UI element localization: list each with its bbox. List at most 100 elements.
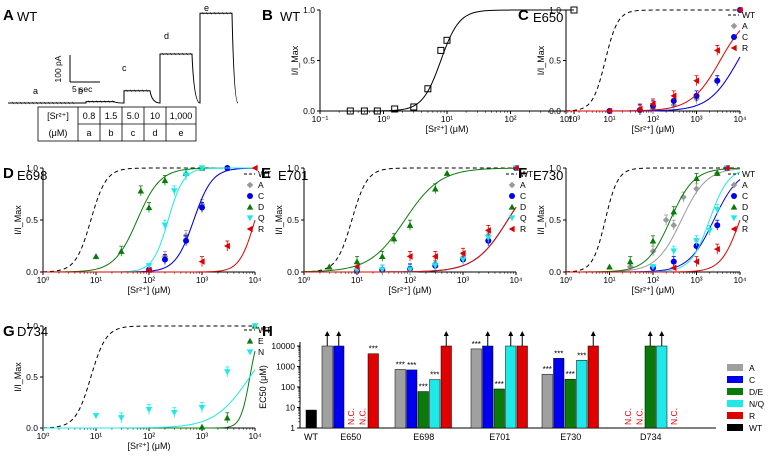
significance-label: *** [430,371,439,380]
data-point [670,92,677,100]
panel-label: WT [280,9,300,24]
legend-entry: WT [244,325,271,335]
bar-e650-c [333,331,345,429]
trace-noise [137,89,141,93]
legend-entry: Q [730,213,749,223]
data-point [606,107,613,115]
arrow-head [519,331,525,336]
legend-label: WT [742,10,755,20]
y-tick-label: 10 [286,403,296,413]
legend-entry: D [508,202,526,212]
data-point [443,169,451,176]
data-point [406,253,413,260]
data-point [713,206,721,213]
scale-bar-time-label: 5 sec [72,84,93,94]
y-tick-label: 0.0 [26,267,38,277]
x-tick-label: 10¹ [603,114,615,124]
group-label: E701 [489,432,510,442]
legend-entry: C [727,375,755,385]
data-point [693,175,700,182]
series-C [43,165,256,273]
legend-label: WT [258,325,271,335]
legend-entry: C [247,191,264,201]
legend-marker [246,225,253,233]
legend-entry: N/Q [727,399,765,409]
legend-entry: WT [506,169,533,179]
segment-label: a [33,86,38,96]
x-tick-label: 10² [647,275,659,285]
data-point [662,216,670,224]
legend-entry: C [731,191,748,201]
y-tick-label: 0.0 [303,106,315,116]
fit-curve [43,167,255,273]
data-point [670,248,678,255]
panel-b: 10⁻¹ 10⁰ 10¹ 10² 10³ 0.0 0.5 1.0 [Sr²⁺] (μM) I/I_… [262,5,580,134]
data-point [198,423,206,430]
series-D [43,164,255,273]
data-point [182,172,190,179]
trace-noise [59,101,63,105]
data-point [346,107,354,115]
panel-label: D734 [17,324,48,339]
table-concentration: 10 [150,111,160,121]
bar-e730-r [587,331,599,429]
data-point [92,413,100,420]
data-point [459,256,467,263]
data-point [161,222,169,229]
data-point [145,266,152,274]
bar-e730-nq: *** [576,351,588,429]
bar-d734-de [644,331,656,429]
trace-noise [133,89,137,93]
legend-entry: R [246,224,264,234]
data-point [145,263,153,270]
data-point [145,407,153,413]
x-tick-label: 10² [404,275,416,285]
legend-label: A [742,21,748,31]
data-point [199,204,205,211]
legend-entry: D [246,202,264,212]
legend-entry: WT [727,423,762,433]
data-point [360,107,368,115]
legend-label: D [258,202,264,212]
data-point [670,221,678,229]
y-tick-label: 0.5 [26,372,38,382]
data-point [512,164,519,172]
trace-noise [19,101,23,105]
arrow-head [324,331,330,336]
trace-noise [161,52,165,56]
bar [644,345,656,429]
data-point [198,165,206,172]
bar-e701-nq [505,331,517,429]
fit-curve [42,167,255,273]
legend-marker [247,193,253,199]
table-letter: e [178,128,183,138]
trace-noise [125,89,129,93]
legend-swatch [727,424,743,431]
significance-label: *** [407,361,416,370]
panel-letter: D [3,165,14,182]
trace-noise [165,52,169,56]
data-point [431,263,439,270]
y-tick-label: 1.0 [26,163,38,173]
panel-label: E698 [17,168,47,183]
legend-swatch [727,364,743,371]
panel-letter: C [518,7,529,24]
fit-curve [304,207,517,273]
bar-e730-a: *** [541,365,553,429]
legend-marker [730,203,738,210]
y-axis-label: I/I_Max [274,205,284,235]
series-D [303,167,517,273]
x-tick-label: 10⁻¹ [312,114,329,124]
series-R [43,164,258,274]
data-point [410,103,418,111]
data-point [437,46,445,54]
arrow-head [590,331,596,336]
legend-entry: WT [728,169,755,179]
table-header: [Sr²⁺] [47,111,69,121]
legend-label: A [520,180,526,190]
y-tick-label: 10000 [271,341,295,351]
y-tick-label: 1.0 [549,5,561,15]
trace-noise [209,11,213,15]
data-point [680,193,687,201]
legend-entry: Q [508,213,527,223]
